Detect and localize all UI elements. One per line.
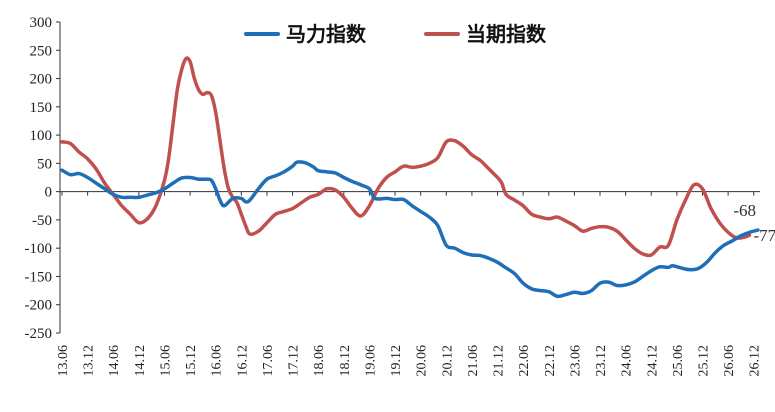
y-tick-label: 0 (45, 185, 53, 201)
y-tick-label: -250 (25, 326, 53, 342)
y-tick-label: 200 (30, 72, 53, 88)
x-tick-label: 17.12 (287, 345, 302, 377)
x-tick-label: 22.12 (543, 345, 558, 377)
y-tick-label: 300 (30, 15, 53, 31)
y-tick-label: -150 (25, 269, 53, 285)
x-tick-label: 15.06 (158, 345, 173, 377)
x-tick-label: 21.06 (466, 345, 481, 377)
x-tick-label: 13.06 (56, 345, 71, 377)
x-tick-label: 23.12 (594, 345, 609, 377)
end-labels: -68-77 (733, 201, 775, 245)
x-tick-label: 19.12 (389, 345, 404, 377)
x-tick-label: 23.06 (568, 345, 583, 377)
x-axis: 13.06 13.12 14.06 14.12 15.06 15.12 16.06 16.12… (56, 191, 763, 377)
x-tick-label: 20.06 (415, 345, 430, 377)
x-tick-label: 18.12 (338, 345, 353, 377)
series-line-mali (60, 160, 760, 299)
x-tick-label: 22.06 (517, 345, 532, 377)
y-tick-label: 250 (30, 43, 53, 59)
x-tick-label: 20.12 (440, 345, 455, 377)
x-tick-label: 15.12 (184, 345, 199, 377)
x-tick-label: 13.12 (82, 345, 97, 377)
legend: 马力指数 当期指数 (244, 22, 547, 46)
series-line-dangqi (60, 56, 752, 258)
x-tick-label: 24.12 (645, 345, 660, 377)
legend-label: 马力指数 (286, 22, 367, 46)
series-layer (60, 56, 760, 299)
x-tick-label: 25.12 (696, 345, 711, 377)
x-tick-label: 14.06 (107, 345, 122, 377)
x-tick-label: 21.12 (492, 345, 507, 377)
x-tick-label: 16.12 (235, 345, 250, 377)
legend-label: 当期指数 (466, 22, 547, 46)
x-tick-label: 26.12 (748, 345, 763, 377)
x-tick-label: 19.06 (363, 345, 378, 377)
x-tick-label: 18.06 (312, 345, 327, 377)
end-label-mali: -68 (733, 201, 756, 220)
y-tick-label: -100 (25, 241, 53, 257)
y-tick-label: 50 (37, 156, 52, 172)
y-tick-label: -200 (25, 298, 53, 314)
x-tick-label: 17.06 (261, 345, 276, 377)
y-tick-label: 100 (30, 128, 53, 144)
x-tick-label: 14.12 (133, 345, 148, 377)
x-tick-label: 24.06 (620, 345, 635, 377)
y-axis: 300 250 200 150 100 50 0 -50 -100 -150 -200 -250 (25, 15, 61, 342)
x-tick-label: 26.06 (722, 345, 737, 377)
x-tick-label: 25.06 (671, 345, 686, 377)
end-label-dangqi: -77 (753, 226, 775, 245)
y-tick-label: 150 (30, 100, 53, 116)
x-tick-label: 16.06 (210, 345, 225, 377)
y-tick-label: -50 (32, 213, 52, 229)
